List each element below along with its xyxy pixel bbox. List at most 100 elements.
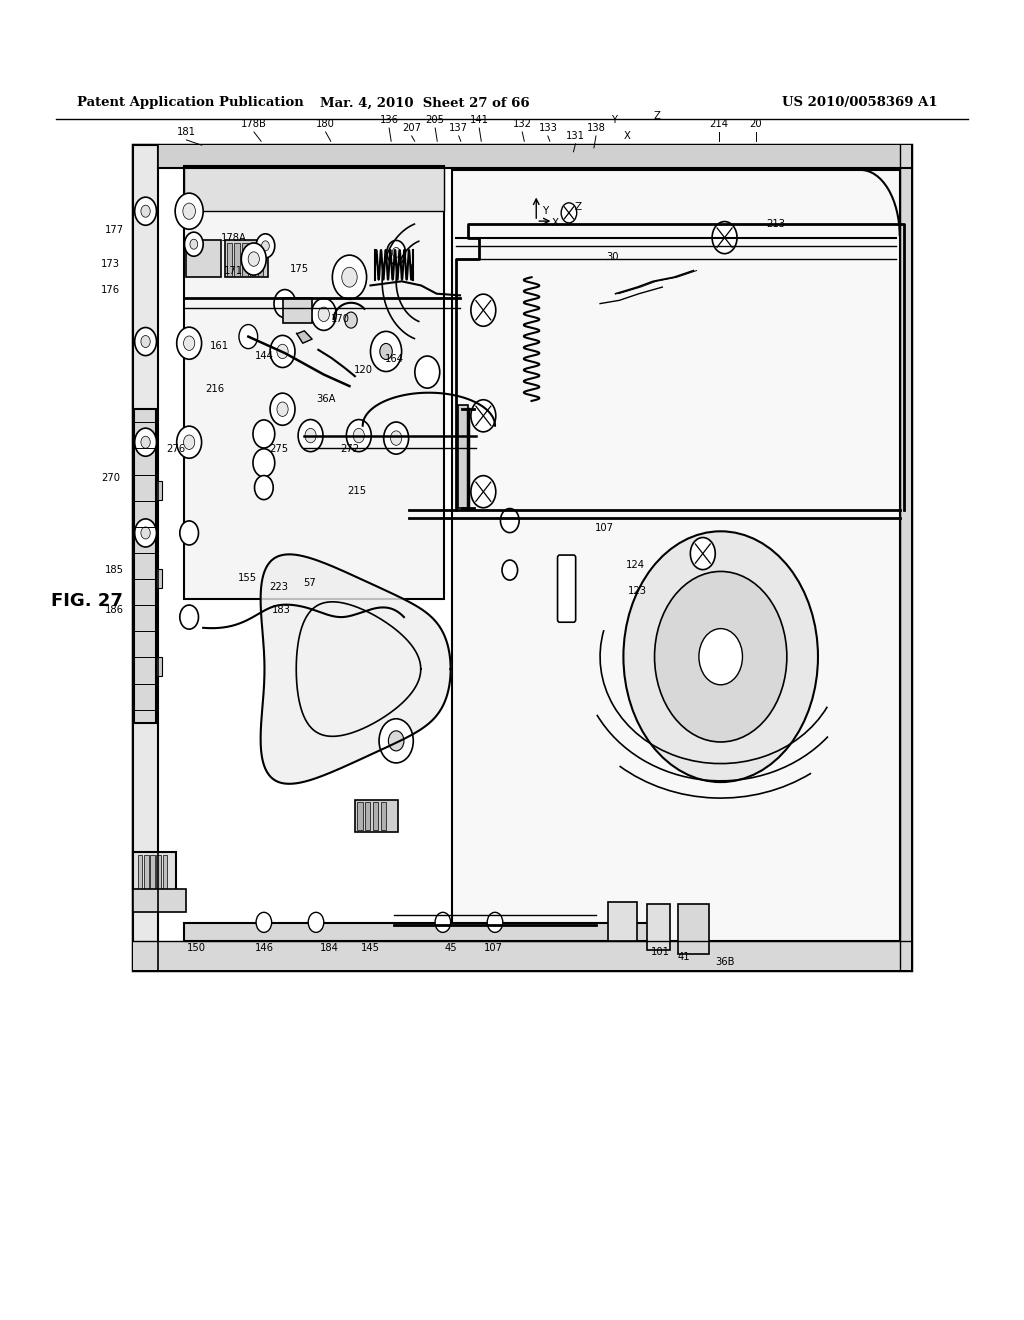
Bar	[156, 482, 162, 500]
Polygon shape	[297, 331, 312, 343]
Bar	[355, 800, 397, 832]
Bar	[381, 801, 386, 830]
Bar	[647, 904, 670, 949]
Bar	[459, 405, 468, 508]
Bar	[183, 923, 650, 941]
Bar	[183, 166, 444, 599]
Text: 184: 184	[321, 942, 339, 953]
Text: 150: 150	[187, 942, 206, 953]
Text: Y: Y	[611, 115, 617, 125]
Text: 176: 176	[101, 285, 120, 296]
Bar	[156, 569, 162, 587]
Circle shape	[183, 203, 196, 219]
Text: 144: 144	[255, 351, 273, 362]
Circle shape	[274, 289, 296, 318]
Text: 223: 223	[269, 582, 288, 593]
Circle shape	[141, 335, 151, 347]
Text: 272: 272	[341, 444, 359, 454]
Text: 123: 123	[628, 586, 646, 597]
Bar	[365, 801, 371, 830]
Circle shape	[346, 420, 372, 451]
Text: 30: 30	[606, 252, 618, 263]
Bar	[157, 855, 161, 890]
Circle shape	[388, 731, 403, 751]
Bar	[158, 145, 911, 168]
Bar	[242, 243, 248, 276]
Circle shape	[471, 475, 496, 508]
Bar	[133, 890, 186, 912]
Circle shape	[141, 527, 151, 539]
Circle shape	[380, 343, 392, 359]
Bar	[608, 902, 637, 941]
Circle shape	[177, 327, 202, 359]
Text: Z: Z	[654, 111, 660, 121]
Circle shape	[141, 205, 151, 218]
Text: 161: 161	[210, 341, 228, 351]
Circle shape	[501, 508, 519, 532]
Bar	[183, 166, 444, 211]
Text: 270: 270	[101, 473, 120, 483]
Circle shape	[135, 327, 157, 355]
Text: 178B: 178B	[241, 119, 267, 129]
Circle shape	[253, 449, 274, 477]
Text: X: X	[551, 218, 558, 228]
Text: 141: 141	[470, 115, 488, 125]
Circle shape	[624, 532, 818, 781]
Text: 107: 107	[484, 942, 503, 953]
Text: 181: 181	[177, 127, 196, 137]
Bar	[250, 243, 255, 276]
Text: 138: 138	[587, 123, 605, 133]
Text: 36B: 36B	[715, 957, 735, 968]
Text: 177: 177	[105, 224, 124, 235]
Circle shape	[342, 267, 357, 288]
Text: 136: 136	[380, 115, 398, 125]
Text: 275: 275	[269, 444, 288, 454]
Text: FIG. 27: FIG. 27	[51, 591, 123, 610]
Bar	[357, 801, 362, 830]
Bar	[133, 853, 176, 892]
Circle shape	[183, 337, 195, 350]
Text: X: X	[624, 131, 630, 141]
Text: 205: 205	[426, 115, 444, 125]
Bar	[151, 855, 155, 890]
Circle shape	[379, 719, 414, 763]
Text: Z: Z	[574, 202, 582, 213]
Text: 133: 133	[539, 123, 557, 133]
Text: 173: 173	[101, 259, 120, 269]
Circle shape	[261, 240, 269, 251]
Bar	[453, 170, 900, 941]
Text: US 2010/0058369 A1: US 2010/0058369 A1	[782, 96, 938, 110]
Text: 36A: 36A	[315, 393, 336, 404]
Bar	[225, 240, 267, 277]
Circle shape	[654, 572, 786, 742]
Circle shape	[387, 240, 406, 264]
Circle shape	[353, 429, 365, 442]
Circle shape	[298, 420, 323, 451]
Circle shape	[276, 403, 288, 416]
Circle shape	[308, 912, 324, 932]
Text: 137: 137	[450, 123, 468, 133]
Circle shape	[699, 628, 742, 685]
Circle shape	[690, 537, 715, 570]
Text: 276: 276	[167, 444, 185, 454]
Text: 41: 41	[678, 952, 690, 962]
Text: Patent Application Publication: Patent Application Publication	[77, 96, 303, 110]
Text: 185: 185	[105, 565, 124, 576]
Text: 145: 145	[361, 942, 380, 953]
Circle shape	[502, 560, 517, 579]
Circle shape	[256, 234, 274, 257]
Bar	[258, 243, 263, 276]
Text: 180: 180	[316, 119, 335, 129]
Circle shape	[141, 436, 151, 449]
Circle shape	[135, 519, 157, 546]
Circle shape	[318, 308, 330, 322]
Bar	[186, 240, 221, 277]
Bar	[133, 941, 911, 970]
Circle shape	[345, 312, 357, 329]
Text: 207: 207	[402, 123, 421, 133]
Text: 170: 170	[331, 314, 349, 325]
Text: 124: 124	[626, 560, 644, 570]
Bar	[373, 801, 378, 830]
Circle shape	[305, 429, 316, 442]
Circle shape	[371, 331, 401, 371]
